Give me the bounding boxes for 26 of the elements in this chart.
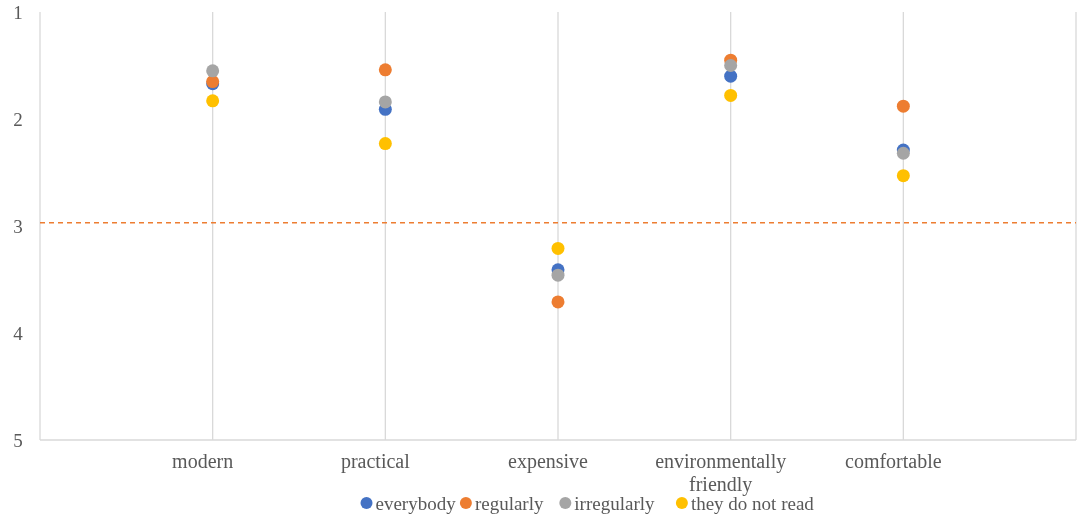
legend-label: irregularly xyxy=(574,492,655,514)
point xyxy=(896,169,910,183)
legend-label: everybody xyxy=(375,492,457,514)
x-tick-label: comfortable xyxy=(845,450,942,472)
point xyxy=(206,94,220,108)
point xyxy=(551,241,565,255)
point xyxy=(378,137,392,151)
y-tick-label: 5 xyxy=(13,429,23,451)
y-tick-label: 2 xyxy=(13,108,23,130)
y-tick-label: 1 xyxy=(13,1,23,23)
x-tick-label: modern xyxy=(172,450,234,472)
y-tick-label: 3 xyxy=(13,215,23,237)
point xyxy=(724,88,738,102)
point xyxy=(724,59,738,72)
point xyxy=(378,63,392,77)
legend-label: regularly xyxy=(474,492,544,514)
y-tick-label: 4 xyxy=(13,322,24,344)
x-tick-label: environmentally friendly xyxy=(655,450,787,496)
x-tick-label: expensive xyxy=(508,450,589,473)
point xyxy=(206,64,220,78)
point xyxy=(551,295,565,309)
point xyxy=(378,95,392,109)
point xyxy=(724,69,738,83)
point xyxy=(551,268,565,282)
x-tick-label: practical xyxy=(340,450,411,473)
point xyxy=(896,99,910,113)
